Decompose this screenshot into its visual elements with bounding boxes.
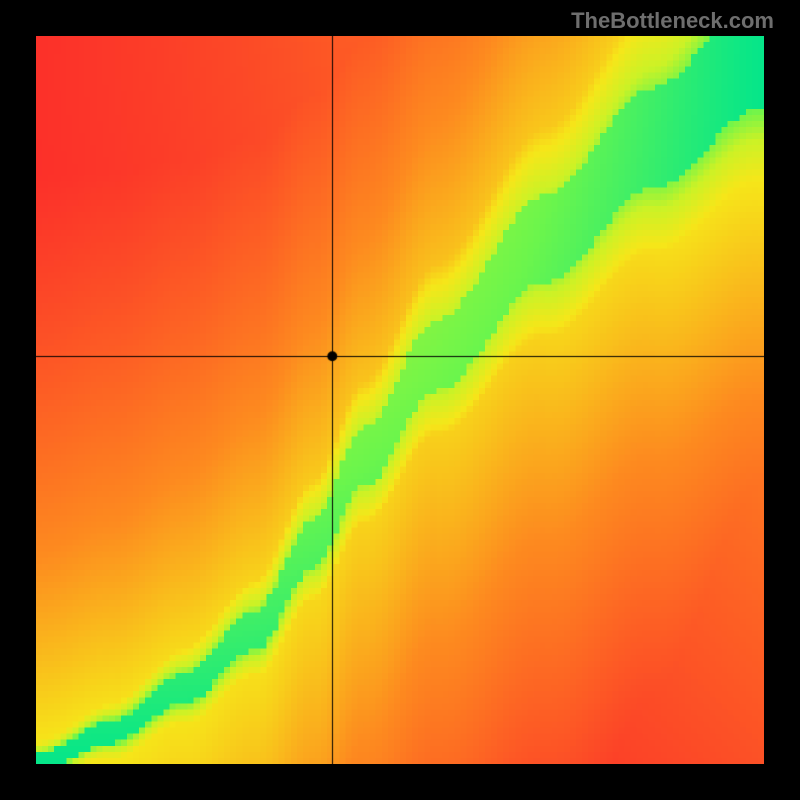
bottleneck-heatmap (36, 36, 764, 764)
chart-container: TheBottleneck.com (0, 0, 800, 800)
watermark-text: TheBottleneck.com (571, 8, 774, 34)
